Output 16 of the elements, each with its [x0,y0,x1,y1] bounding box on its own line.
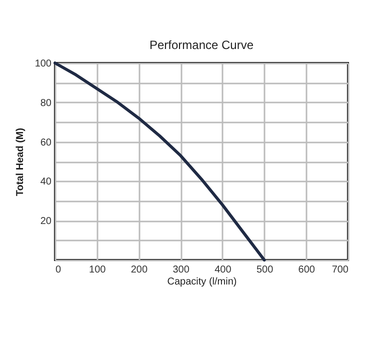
x-tick-label: 200 [130,264,148,276]
x-tick-label: 300 [172,264,190,276]
x-tick-label: 700 [332,264,349,276]
x-tick-label: 100 [89,264,106,276]
y-tick-label: 100 [34,58,52,70]
y-tick-label: 20 [40,216,52,228]
y-tick-label: 80 [40,98,52,109]
x-tick-label: 500 [256,264,274,276]
x-axis-title: Capacity (l/min) [167,276,237,288]
x-tick-label: 600 [298,264,316,276]
y-axis-title: Total Head (M) [14,128,26,196]
x-tick-label: 0 [56,264,62,276]
y-tick-label: 40 [40,176,52,188]
y-tick-label: 60 [40,137,52,148]
x-tick-label: 400 [214,264,232,276]
chart-title: Performance Curve [149,38,254,52]
